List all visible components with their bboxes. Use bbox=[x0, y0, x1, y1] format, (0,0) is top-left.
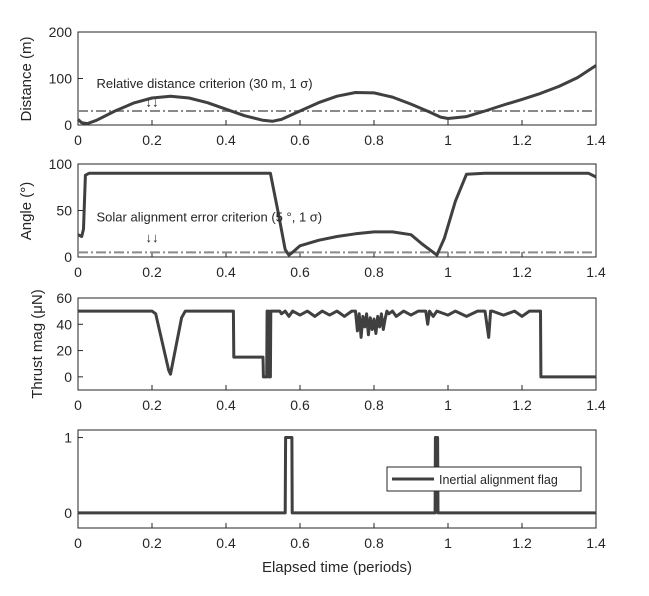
annotations-distance: Relative distance criterion (30 m, 1 σ) ↓… bbox=[97, 76, 313, 110]
x-tick-label-flag: 1.2 bbox=[512, 535, 532, 551]
x-tick-label-flag: 0.2 bbox=[142, 535, 162, 551]
x-tick-label-distance: 0.2 bbox=[142, 132, 162, 148]
x-tick-label-distance: 1.4 bbox=[586, 132, 606, 148]
ylabel-angle: Angle (°) bbox=[18, 182, 35, 241]
x-tick-label-thrust: 0.4 bbox=[216, 397, 236, 413]
legend-label: Inertial alignment flag bbox=[439, 473, 558, 487]
series-line-distance bbox=[77, 64, 597, 126]
axes-box-thrust bbox=[77, 297, 597, 391]
x-tick-label-thrust: 0.6 bbox=[290, 397, 310, 413]
series-distance bbox=[77, 64, 597, 126]
axis-ticks-angle: 0 0.2 0.4 0.6 0.8 1 1.2 1.4 0 50 100 bbox=[49, 156, 606, 280]
x-tick-label-flag: 0.6 bbox=[290, 535, 310, 551]
x-tick-label-distance: 0.4 bbox=[216, 132, 236, 148]
panel-distance: 0 0.2 0.4 0.6 0.8 1 1.2 1.4 0 100 200 Relative dis… bbox=[18, 24, 606, 148]
x-tick-label-thrust: 1.2 bbox=[512, 397, 532, 413]
x-tick-label-thrust: 0.2 bbox=[142, 397, 162, 413]
x-tick-label-angle: 0 bbox=[74, 264, 82, 280]
y-tick-label-thrust: 0 bbox=[64, 369, 72, 385]
x-tick-label-angle: 0.2 bbox=[142, 264, 162, 280]
x-tick-label-angle: 0.4 bbox=[216, 264, 236, 280]
axis-ticks-thrust: 0 0.2 0.4 0.6 0.8 1 1.2 1.4 0 20 40 60 bbox=[56, 290, 606, 413]
ylabel-distance: Distance (m) bbox=[18, 36, 35, 121]
x-tick-label-thrust: 1.4 bbox=[586, 397, 606, 413]
criterion-annotation-distance: Relative distance criterion (30 m, 1 σ) bbox=[97, 76, 313, 91]
criterion-annotation-angle: Solar alignment error criterion (5 °, 1 … bbox=[97, 210, 323, 225]
series-angle bbox=[77, 171, 597, 257]
axes-box-flag bbox=[77, 429, 597, 529]
axis-ticks-distance: 0 0.2 0.4 0.6 0.8 1 1.2 1.4 0 100 200 bbox=[49, 24, 606, 148]
x-tick-label-thrust: 0.8 bbox=[364, 397, 384, 413]
criterion-arrows-distance: ↓↓ bbox=[146, 94, 159, 109]
x-tick-label-angle: 1.4 bbox=[586, 264, 606, 280]
x-tick-label-angle: 1 bbox=[444, 264, 452, 280]
x-tick-label-flag: 0 bbox=[74, 535, 82, 551]
x-tick-label-flag: 1 bbox=[444, 535, 452, 551]
y-tick-label-angle: 0 bbox=[64, 249, 72, 265]
y-tick-label-distance: 200 bbox=[49, 24, 73, 40]
panel-thrust: 0 0.2 0.4 0.6 0.8 1 1.2 1.4 0 20 40 60 Thrust mag (… bbox=[29, 289, 606, 413]
x-tick-label-flag: 0.4 bbox=[216, 535, 236, 551]
x-tick-label-distance: 1.2 bbox=[512, 132, 532, 148]
x-tick-label-distance: 0 bbox=[74, 132, 82, 148]
y-tick-label-flag: 1 bbox=[64, 430, 72, 446]
x-tick-label-distance: 1 bbox=[444, 132, 452, 148]
x-tick-label-angle: 0.8 bbox=[364, 264, 384, 280]
axis-ticks-flag: 0 0.2 0.4 0.6 0.8 1 1.2 1.4 0 1 bbox=[64, 430, 606, 551]
y-tick-label-distance: 100 bbox=[49, 71, 73, 87]
panel-flag: 0 0.2 0.4 0.6 0.8 1 1.2 1.4 0 1 Inertial alignmen… bbox=[64, 429, 606, 576]
y-tick-label-angle: 100 bbox=[49, 156, 73, 172]
x-tick-label-distance: 0.6 bbox=[290, 132, 310, 148]
xlabel: Elapsed time (periods) bbox=[262, 559, 412, 576]
x-tick-label-thrust: 1 bbox=[444, 397, 452, 413]
criterion-arrows-angle: ↓↓ bbox=[146, 230, 159, 245]
y-tick-label-thrust: 60 bbox=[56, 290, 72, 306]
panel-angle: 0 0.2 0.4 0.6 0.8 1 1.2 1.4 0 50 100 Solar alignme… bbox=[18, 156, 606, 280]
series-line-thrust bbox=[78, 309, 596, 379]
y-tick-label-distance: 0 bbox=[64, 117, 72, 133]
x-tick-label-angle: 1.2 bbox=[512, 264, 532, 280]
series-line-angle bbox=[77, 171, 597, 257]
ylabel-thrust: Thrust mag (μN) bbox=[29, 289, 46, 399]
y-tick-label-angle: 50 bbox=[56, 203, 72, 219]
y-tick-label-thrust: 40 bbox=[56, 316, 72, 332]
y-tick-label-thrust: 20 bbox=[56, 343, 72, 359]
y-tick-label-flag: 0 bbox=[64, 505, 72, 521]
legend: Inertial alignment flag bbox=[386, 466, 582, 492]
x-tick-label-distance: 0.8 bbox=[364, 132, 384, 148]
x-tick-label-angle: 0.6 bbox=[290, 264, 310, 280]
x-tick-label-flag: 0.8 bbox=[364, 535, 384, 551]
x-tick-label-thrust: 0 bbox=[74, 397, 82, 413]
series-thrust bbox=[78, 309, 596, 379]
x-tick-label-flag: 1.4 bbox=[586, 535, 606, 551]
annotations-angle: Solar alignment error criterion (5 °, 1 … bbox=[97, 210, 323, 245]
